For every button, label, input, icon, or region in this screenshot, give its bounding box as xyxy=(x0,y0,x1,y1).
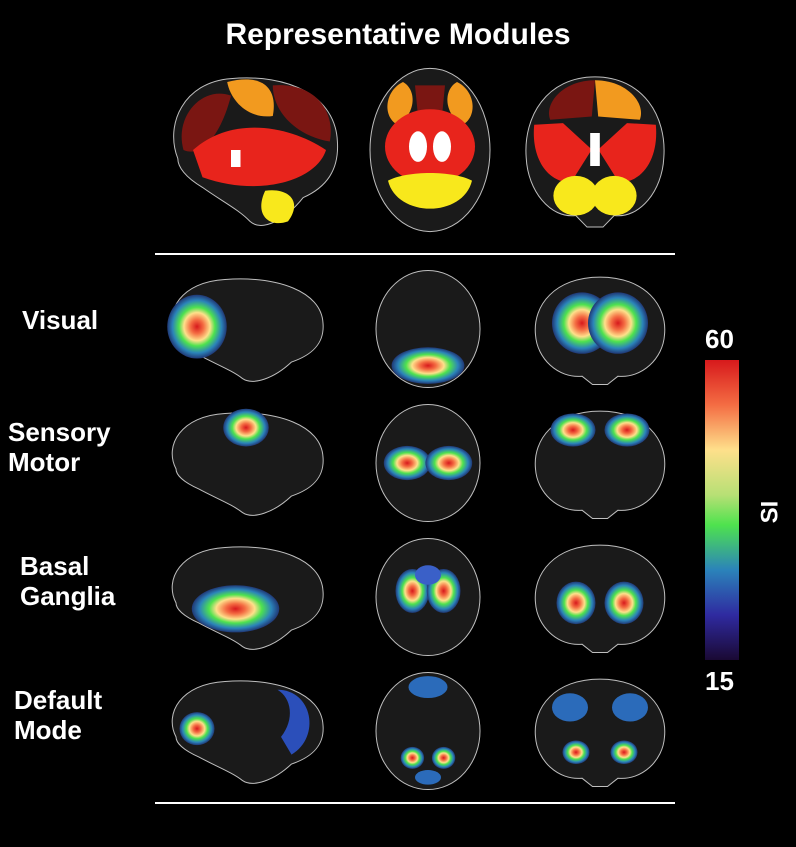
row-label-visual: Visual xyxy=(22,306,98,336)
row-basal-ganglia xyxy=(155,534,675,659)
basal_ganglia-coronal-view xyxy=(525,538,675,656)
default_mode-axial-view xyxy=(363,670,493,792)
colorbar-tick-bottom: 15 xyxy=(705,666,734,697)
sensory_motor-sagittal-view xyxy=(155,404,330,522)
sensory_motor-axial-view xyxy=(363,402,493,524)
colorbar: 60 SI 15 xyxy=(705,360,739,660)
row-label-sensory-motor: SensoryMotor xyxy=(8,418,111,478)
row-sensory-motor xyxy=(155,400,675,525)
row-label-basal-ganglia: BasalGanglia xyxy=(20,552,115,612)
visual-coronal-view xyxy=(525,270,675,388)
basal_ganglia-axial-view xyxy=(363,536,493,658)
colorbar-tick-top: 60 xyxy=(705,324,734,355)
top-axial-view xyxy=(355,65,505,235)
divider-bottom xyxy=(155,802,675,804)
row-default-mode xyxy=(155,668,675,793)
sensory_motor-coronal-view xyxy=(525,404,675,522)
default_mode-coronal-view xyxy=(525,672,675,790)
basal_ganglia-sagittal-view xyxy=(155,538,330,656)
row-visual xyxy=(155,266,675,391)
figure-title: Representative Modules xyxy=(0,18,796,52)
default_mode-sagittal-view xyxy=(155,672,330,790)
visual-sagittal-view xyxy=(155,270,330,388)
colorbar-gradient xyxy=(705,360,739,660)
top-parcellation-row xyxy=(155,62,675,237)
divider-top xyxy=(155,253,675,255)
colorbar-axis-label: SI xyxy=(756,501,784,524)
row-label-default-mode: DefaultMode xyxy=(14,686,102,746)
top-coronal-view xyxy=(515,67,675,232)
visual-axial-view xyxy=(363,268,493,390)
top-sagittal-view xyxy=(155,65,345,235)
